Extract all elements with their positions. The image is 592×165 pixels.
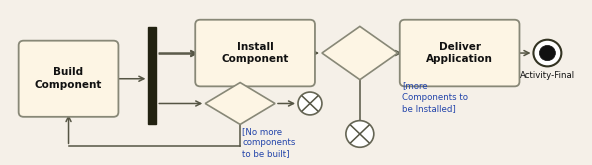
Text: [No more
components
to be built]: [No more components to be built]: [242, 127, 295, 159]
Text: Activity-Final: Activity-Final: [520, 71, 575, 80]
Circle shape: [298, 92, 322, 115]
Circle shape: [533, 40, 561, 66]
Polygon shape: [205, 82, 275, 124]
Text: Deliver
Application: Deliver Application: [426, 42, 493, 65]
Polygon shape: [322, 26, 398, 80]
FancyBboxPatch shape: [400, 20, 519, 86]
Polygon shape: [149, 27, 156, 124]
FancyBboxPatch shape: [19, 41, 118, 117]
Circle shape: [346, 121, 374, 147]
Text: Install
Component: Install Component: [221, 42, 289, 65]
Text: [more
Components to
be Installed]: [more Components to be Installed]: [402, 82, 468, 113]
Circle shape: [539, 45, 555, 61]
FancyBboxPatch shape: [195, 20, 315, 86]
Text: Build
Component: Build Component: [35, 67, 102, 90]
